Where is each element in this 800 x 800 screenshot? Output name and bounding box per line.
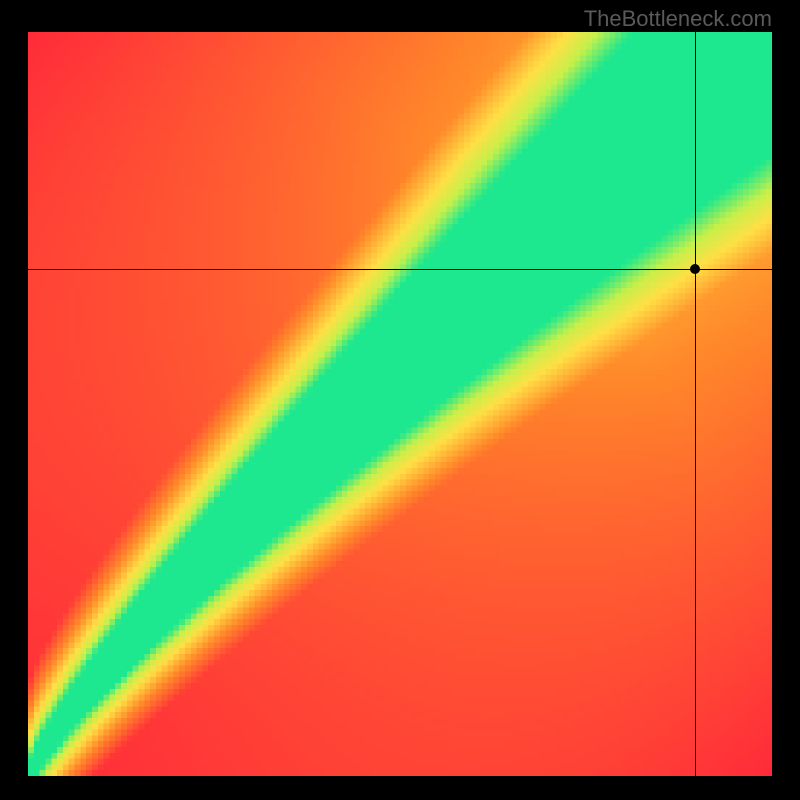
crosshair-marker <box>690 264 700 274</box>
heatmap-canvas <box>28 32 772 776</box>
crosshair-horizontal <box>28 269 772 270</box>
watermark: TheBottleneck.com <box>584 6 772 32</box>
heatmap-plot <box>28 32 772 776</box>
crosshair-vertical <box>695 32 696 776</box>
